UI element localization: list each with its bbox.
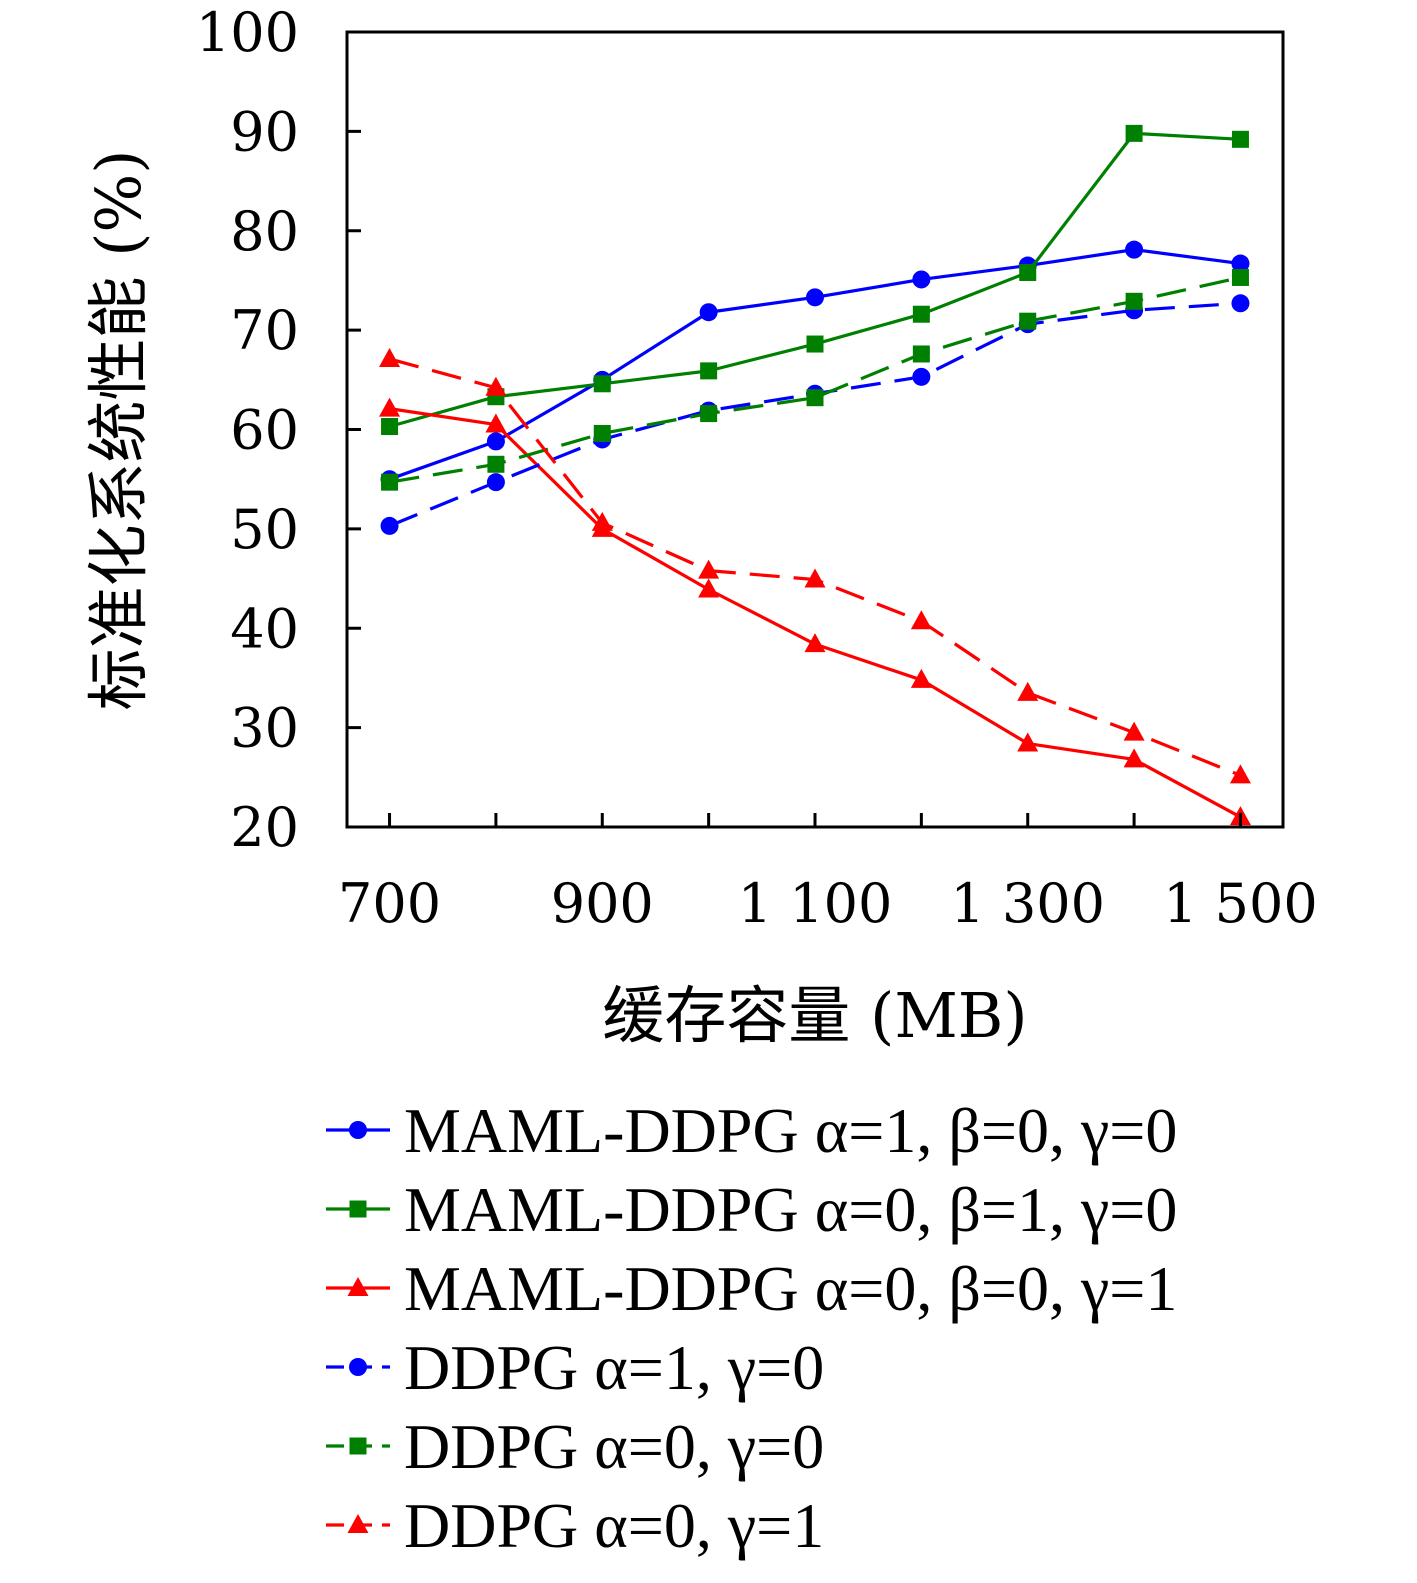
y-tick-label: 70 xyxy=(230,299,299,362)
data-point xyxy=(910,668,932,688)
series-line xyxy=(389,357,1242,777)
data-point xyxy=(1017,732,1039,752)
axes: 20 30 40 50 60 70 80 90 100 700 900 1 100 1 300 1 500 xyxy=(196,1,1318,935)
series-3 xyxy=(379,397,1251,826)
data-point xyxy=(485,413,507,433)
legend-label: MAML-DDPG α=0, β=0, γ=1 xyxy=(404,1253,1177,1324)
legend-marker xyxy=(347,1514,369,1533)
data-point xyxy=(912,305,930,323)
x-tick-label: 700 xyxy=(338,872,441,935)
data-point xyxy=(1231,268,1249,286)
data-point xyxy=(591,511,613,531)
legend-item: MAML-DDPG α=1, β=0, γ=0 xyxy=(326,1095,1177,1166)
series-5 xyxy=(381,268,1249,491)
y-tick-label: 50 xyxy=(230,498,299,561)
series-6 xyxy=(379,347,1251,784)
data-point xyxy=(1123,721,1145,741)
legend-item: DDPG α=1, γ=0 xyxy=(326,1332,824,1403)
data-point xyxy=(700,405,718,423)
y-tick-label: 40 xyxy=(230,597,299,660)
data-point xyxy=(381,418,399,436)
data-point xyxy=(1231,130,1249,148)
data-point xyxy=(1019,312,1037,330)
x-tick-label: 1 500 xyxy=(1163,872,1318,935)
data-point xyxy=(1123,748,1145,768)
legend-item: DDPG α=0, γ=0 xyxy=(326,1411,824,1482)
data-point xyxy=(804,568,826,588)
series-line xyxy=(389,131,1241,429)
y-axis-title: 标准化系统性能 (%) xyxy=(82,150,155,711)
data-point xyxy=(1125,240,1144,259)
data-point xyxy=(912,270,931,289)
data-point xyxy=(1229,764,1251,784)
legend-label: MAML-DDPG α=0, β=1, γ=0 xyxy=(404,1174,1177,1245)
x-tick-label: 900 xyxy=(551,872,654,935)
data-point xyxy=(381,473,399,491)
x-tick-label: 1 100 xyxy=(738,872,893,935)
legend-item: MAML-DDPG α=0, β=0, γ=1 xyxy=(326,1253,1177,1324)
y-tick-label: 100 xyxy=(196,1,299,64)
data-point xyxy=(1231,294,1250,313)
legend-label: MAML-DDPG α=1, β=0, γ=0 xyxy=(404,1095,1177,1166)
data-point xyxy=(698,559,720,579)
data-point xyxy=(806,335,824,353)
data-point xyxy=(593,424,611,442)
legend-label: DDPG α=0, γ=1 xyxy=(404,1490,824,1561)
legend: MAML-DDPG α=1, β=0, γ=0 MAML-DDPG α=0, β=… xyxy=(326,1095,1177,1561)
data-point xyxy=(487,455,505,473)
data-point xyxy=(380,516,399,535)
data-point xyxy=(486,432,505,451)
series-line xyxy=(389,407,1242,819)
data-point xyxy=(910,610,932,630)
data-point xyxy=(1019,263,1037,281)
legend-marker xyxy=(349,1358,367,1376)
y-tick-label: 90 xyxy=(230,100,299,163)
data-point xyxy=(699,303,718,322)
series-line xyxy=(389,275,1241,484)
data-point xyxy=(700,362,718,380)
legend-marker xyxy=(349,1437,367,1455)
y-tick-label: 20 xyxy=(230,796,299,859)
legend-item: DDPG α=0, γ=1 xyxy=(326,1490,824,1561)
series-1 xyxy=(380,240,1250,489)
data-point xyxy=(1017,681,1039,701)
legend-marker xyxy=(349,1200,367,1218)
data-point xyxy=(485,376,507,396)
x-tick-label: 1 300 xyxy=(950,872,1105,935)
data-point xyxy=(593,375,611,393)
y-tick-label: 60 xyxy=(230,399,299,462)
x-axis-title: 缓存容量 (MB) xyxy=(602,979,1027,1052)
plot-area xyxy=(379,124,1251,826)
data-point xyxy=(804,633,826,653)
y-tick-label: 80 xyxy=(230,200,299,263)
legend-label: DDPG α=0, γ=0 xyxy=(404,1411,824,1482)
data-point xyxy=(698,578,720,598)
data-point xyxy=(1231,254,1250,273)
data-point xyxy=(1125,292,1143,310)
data-point xyxy=(1125,124,1143,142)
data-point xyxy=(806,389,824,407)
data-point xyxy=(486,473,505,492)
legend-item: MAML-DDPG α=0, β=1, γ=0 xyxy=(326,1174,1177,1245)
legend-marker xyxy=(347,1277,369,1296)
data-point xyxy=(912,345,930,363)
data-point xyxy=(912,367,931,386)
legend-label: DDPG α=1, γ=0 xyxy=(404,1332,824,1403)
data-point xyxy=(806,288,824,307)
legend-marker xyxy=(349,1121,367,1139)
series-4 xyxy=(380,294,1250,535)
data-point xyxy=(379,347,401,367)
data-point xyxy=(379,397,401,417)
y-tick-label: 30 xyxy=(230,697,299,760)
